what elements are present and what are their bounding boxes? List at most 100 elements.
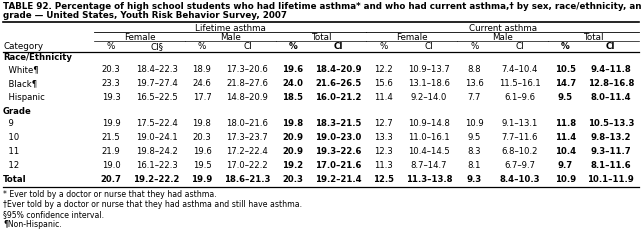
- Text: 6.1–9.6: 6.1–9.6: [504, 93, 535, 102]
- Text: 20.9: 20.9: [282, 133, 303, 142]
- Text: CI: CI: [425, 42, 433, 51]
- Text: 24.0: 24.0: [282, 79, 303, 88]
- Text: 13.1–18.6: 13.1–18.6: [408, 79, 450, 88]
- Text: 10.9–13.7: 10.9–13.7: [408, 65, 450, 74]
- Text: 14.7: 14.7: [554, 79, 576, 88]
- Text: 19.2: 19.2: [282, 161, 303, 170]
- Text: 9: 9: [3, 119, 14, 128]
- Text: 10.5–13.3: 10.5–13.3: [588, 119, 634, 128]
- Text: 10.4–14.5: 10.4–14.5: [408, 147, 450, 156]
- Text: 6.8–10.2: 6.8–10.2: [502, 147, 538, 156]
- Text: 8.0–11.4: 8.0–11.4: [590, 93, 631, 102]
- Text: 10.4: 10.4: [554, 147, 576, 156]
- Text: §95% confidence interval.: §95% confidence interval.: [3, 210, 104, 219]
- Text: 9.2–14.0: 9.2–14.0: [411, 93, 447, 102]
- Text: Total: Total: [583, 33, 604, 42]
- Text: Female: Female: [396, 33, 428, 42]
- Text: CI: CI: [333, 42, 343, 51]
- Text: 19.2–22.2: 19.2–22.2: [133, 175, 179, 184]
- Text: 20.3: 20.3: [192, 133, 212, 142]
- Text: 19.2–21.4: 19.2–21.4: [315, 175, 362, 184]
- Text: 18.0–21.6: 18.0–21.6: [226, 119, 269, 128]
- Text: 8.1: 8.1: [468, 161, 481, 170]
- Text: 13.6: 13.6: [465, 79, 484, 88]
- Text: 24.6: 24.6: [192, 79, 212, 88]
- Text: 12.8–16.8: 12.8–16.8: [588, 79, 634, 88]
- Text: Total: Total: [311, 33, 331, 42]
- Text: 17.0–21.6: 17.0–21.6: [315, 161, 362, 170]
- Text: 21.8–27.6: 21.8–27.6: [226, 79, 269, 88]
- Text: 21.6–26.5: 21.6–26.5: [315, 79, 362, 88]
- Text: Male: Male: [492, 33, 513, 42]
- Text: 20.7: 20.7: [101, 175, 122, 184]
- Text: 12.2: 12.2: [374, 65, 393, 74]
- Text: 19.0: 19.0: [102, 161, 121, 170]
- Text: 7.7–11.6: 7.7–11.6: [502, 133, 538, 142]
- Text: 6.7–9.7: 6.7–9.7: [504, 161, 535, 170]
- Text: 11.3–13.8: 11.3–13.8: [406, 175, 453, 184]
- Text: 10.1–11.9: 10.1–11.9: [587, 175, 634, 184]
- Text: 7.7: 7.7: [468, 93, 481, 102]
- Text: 11.4: 11.4: [554, 133, 576, 142]
- Text: Female: Female: [124, 33, 155, 42]
- Text: Black¶: Black¶: [3, 79, 37, 88]
- Text: 9.3–11.7: 9.3–11.7: [590, 147, 631, 156]
- Text: Current asthma: Current asthma: [469, 24, 537, 33]
- Text: 11.8: 11.8: [554, 119, 576, 128]
- Text: 17.7: 17.7: [192, 93, 212, 102]
- Text: 10: 10: [3, 133, 19, 142]
- Text: 16.5–22.5: 16.5–22.5: [136, 93, 178, 102]
- Text: 12.5: 12.5: [373, 175, 394, 184]
- Text: 14.8–20.9: 14.8–20.9: [226, 93, 269, 102]
- Text: %: %: [379, 42, 388, 51]
- Text: 9.8–13.2: 9.8–13.2: [590, 133, 631, 142]
- Text: 9.7: 9.7: [558, 161, 573, 170]
- Text: CI§: CI§: [150, 42, 163, 51]
- Text: CI: CI: [243, 42, 252, 51]
- Text: Total: Total: [3, 175, 27, 184]
- Text: 11.5–16.1: 11.5–16.1: [499, 79, 541, 88]
- Text: 10.5: 10.5: [555, 65, 576, 74]
- Text: 18.9: 18.9: [192, 65, 212, 74]
- Text: 8.8: 8.8: [468, 65, 481, 74]
- Text: 17.2–22.4: 17.2–22.4: [226, 147, 269, 156]
- Text: %: %: [470, 42, 479, 51]
- Text: 12.7: 12.7: [374, 119, 393, 128]
- Text: 11.0–16.1: 11.0–16.1: [408, 133, 450, 142]
- Text: 17.3–20.6: 17.3–20.6: [226, 65, 269, 74]
- Text: 19.5: 19.5: [192, 161, 212, 170]
- Text: 20.3: 20.3: [283, 175, 303, 184]
- Text: 18.3–21.5: 18.3–21.5: [315, 119, 362, 128]
- Text: 21.9: 21.9: [102, 147, 121, 156]
- Text: %: %: [561, 42, 570, 51]
- Text: 11: 11: [3, 147, 19, 156]
- Text: 17.0–22.2: 17.0–22.2: [226, 161, 269, 170]
- Text: 12.3: 12.3: [374, 147, 393, 156]
- Text: TABLE 92. Percentage of high school students who had lifetime asthma* and who ha: TABLE 92. Percentage of high school stud…: [3, 2, 641, 11]
- Text: 19.3: 19.3: [102, 93, 121, 102]
- Text: 8.7–14.7: 8.7–14.7: [411, 161, 447, 170]
- Text: 20.3: 20.3: [102, 65, 121, 74]
- Text: 8.4–10.3: 8.4–10.3: [499, 175, 540, 184]
- Text: 18.5: 18.5: [282, 93, 303, 102]
- Text: 9.5: 9.5: [558, 93, 573, 102]
- Text: 9.3: 9.3: [467, 175, 482, 184]
- Text: 8.3: 8.3: [468, 147, 481, 156]
- Text: 19.7–27.4: 19.7–27.4: [136, 79, 178, 88]
- Text: 10.9: 10.9: [554, 175, 576, 184]
- Text: Category: Category: [3, 42, 43, 51]
- Text: Male: Male: [220, 33, 240, 42]
- Text: %: %: [107, 42, 115, 51]
- Text: 21.5: 21.5: [102, 133, 121, 142]
- Text: 10.9: 10.9: [465, 119, 484, 128]
- Text: 19.8: 19.8: [192, 119, 212, 128]
- Text: 19.9: 19.9: [192, 175, 213, 184]
- Text: 15.6: 15.6: [374, 79, 393, 88]
- Text: 13.3: 13.3: [374, 133, 393, 142]
- Text: 19.6: 19.6: [192, 147, 212, 156]
- Text: 19.0–23.0: 19.0–23.0: [315, 133, 362, 142]
- Text: Hispanic: Hispanic: [3, 93, 45, 102]
- Text: 18.4–22.3: 18.4–22.3: [136, 65, 178, 74]
- Text: 9.5: 9.5: [468, 133, 481, 142]
- Text: 19.6: 19.6: [282, 65, 303, 74]
